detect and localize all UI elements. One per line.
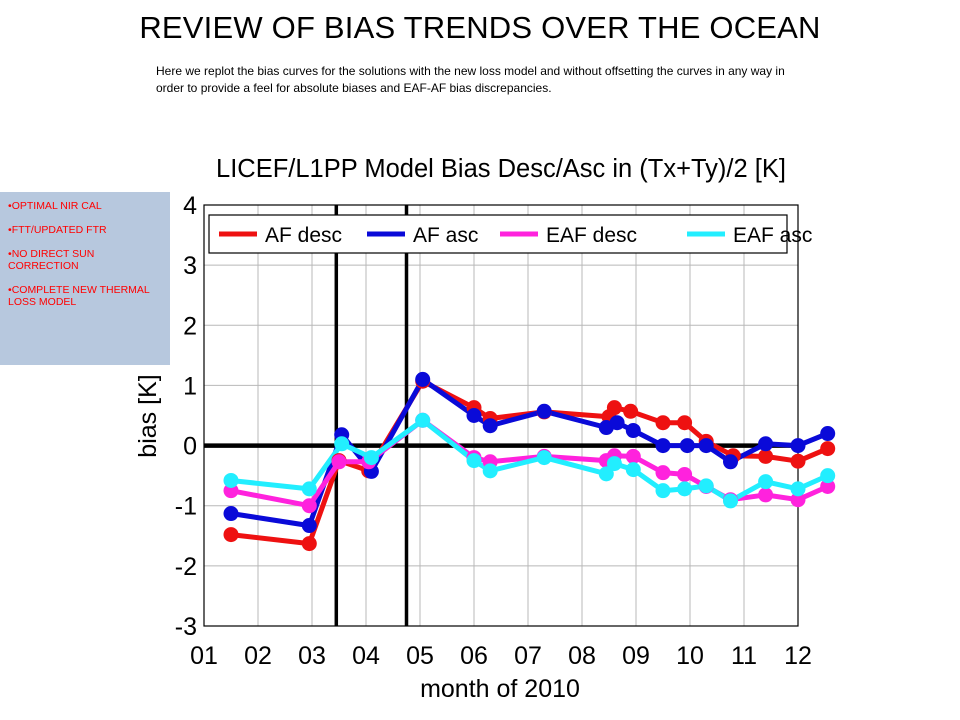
data-point <box>655 438 671 454</box>
slide-title: REVIEW OF BIAS TRENDS OVER THE OCEAN <box>139 10 821 45</box>
data-point <box>679 438 695 454</box>
data-point <box>301 518 317 534</box>
data-point <box>698 438 714 454</box>
legend-label: AF desc <box>265 224 342 247</box>
x-tick-label: 04 <box>352 642 380 670</box>
data-point <box>415 412 431 428</box>
y-tick-label: 2 <box>183 312 197 340</box>
data-point <box>363 450 379 466</box>
data-point <box>415 371 431 387</box>
data-point <box>698 478 714 494</box>
data-point <box>820 441 836 457</box>
y-tick-label: 0 <box>183 433 197 461</box>
data-point <box>758 448 774 464</box>
data-point <box>790 492 806 508</box>
settings-item: OPTIMAL NIR CAL <box>8 200 164 212</box>
data-point <box>482 418 498 434</box>
x-tick-label: 08 <box>568 642 596 670</box>
data-point <box>606 456 622 472</box>
data-point <box>758 487 774 503</box>
data-point <box>625 423 641 439</box>
y-tick-label: 3 <box>183 252 197 280</box>
y-tick-label: 1 <box>183 372 197 400</box>
settings-item: FTT/UPDATED FTR <box>8 224 164 236</box>
x-axis-label: month of 2010 <box>420 675 580 703</box>
data-point <box>331 454 347 470</box>
x-tick-label: 03 <box>298 642 326 670</box>
legend-label: AF asc <box>413 224 478 247</box>
data-point <box>723 454 738 470</box>
y-tick-label: -1 <box>175 493 197 521</box>
data-point <box>301 498 317 514</box>
data-point <box>223 472 239 488</box>
data-point <box>790 481 806 497</box>
data-point <box>820 468 836 484</box>
data-point <box>223 506 239 522</box>
data-point <box>790 438 806 454</box>
x-tick-label: 01 <box>190 642 218 670</box>
data-point <box>820 478 836 494</box>
data-point <box>655 483 671 499</box>
data-point <box>655 465 671 481</box>
data-point <box>466 453 482 469</box>
x-tick-label: 09 <box>622 642 650 670</box>
y-tick-label: -2 <box>175 553 197 581</box>
data-point <box>223 527 239 543</box>
data-point <box>466 408 482 423</box>
x-tick-label: 10 <box>676 642 704 670</box>
y-tick-label: 4 <box>183 192 197 220</box>
data-point <box>677 415 693 431</box>
data-point <box>625 448 641 464</box>
settings-list: OPTIMAL NIR CAL FTT/UPDATED FTR NO DIREC… <box>8 200 164 308</box>
slide-note: Here we replot the bias curves for the s… <box>156 64 785 95</box>
data-point <box>723 493 738 509</box>
data-point <box>536 450 552 466</box>
data-point <box>598 466 614 482</box>
axes-box <box>203 204 799 627</box>
data-point <box>301 536 317 552</box>
settings-box: OPTIMAL NIR CAL FTT/UPDATED FTR NO DIREC… <box>0 192 170 365</box>
data-point <box>758 474 774 490</box>
settings-item: NO DIRECT SUN CORRECTION <box>8 248 164 272</box>
data-point <box>301 481 317 497</box>
data-point <box>625 462 641 478</box>
chart-title: LICEF/L1PP Model Bias Desc/Asc in (Tx+Ty… <box>216 155 786 183</box>
legend-label: EAF asc <box>733 224 812 247</box>
data-point <box>677 481 693 497</box>
data-point <box>790 453 806 469</box>
data-point <box>609 415 625 431</box>
legend-label: EAF desc <box>546 224 637 247</box>
data-point <box>623 403 639 419</box>
data-point <box>482 463 498 479</box>
x-tick-label: 05 <box>406 642 434 670</box>
data-point <box>606 400 622 416</box>
x-tick-label: 11 <box>731 642 757 670</box>
data-point <box>655 415 671 431</box>
settings-item: COMPLETE NEW THERMAL LOSS MODEL <box>8 284 164 308</box>
data-point <box>820 426 836 442</box>
data-point <box>677 466 693 482</box>
y-tick-label: -3 <box>175 613 197 641</box>
y-axis-label: bias [K] <box>134 374 162 457</box>
x-tick-label: 07 <box>514 642 542 670</box>
data-point <box>758 436 774 452</box>
data-point <box>536 403 552 419</box>
x-tick-label: 02 <box>244 642 272 670</box>
x-tick-label: 06 <box>460 642 488 670</box>
data-point <box>334 436 350 452</box>
x-tick-label: 12 <box>784 642 812 670</box>
